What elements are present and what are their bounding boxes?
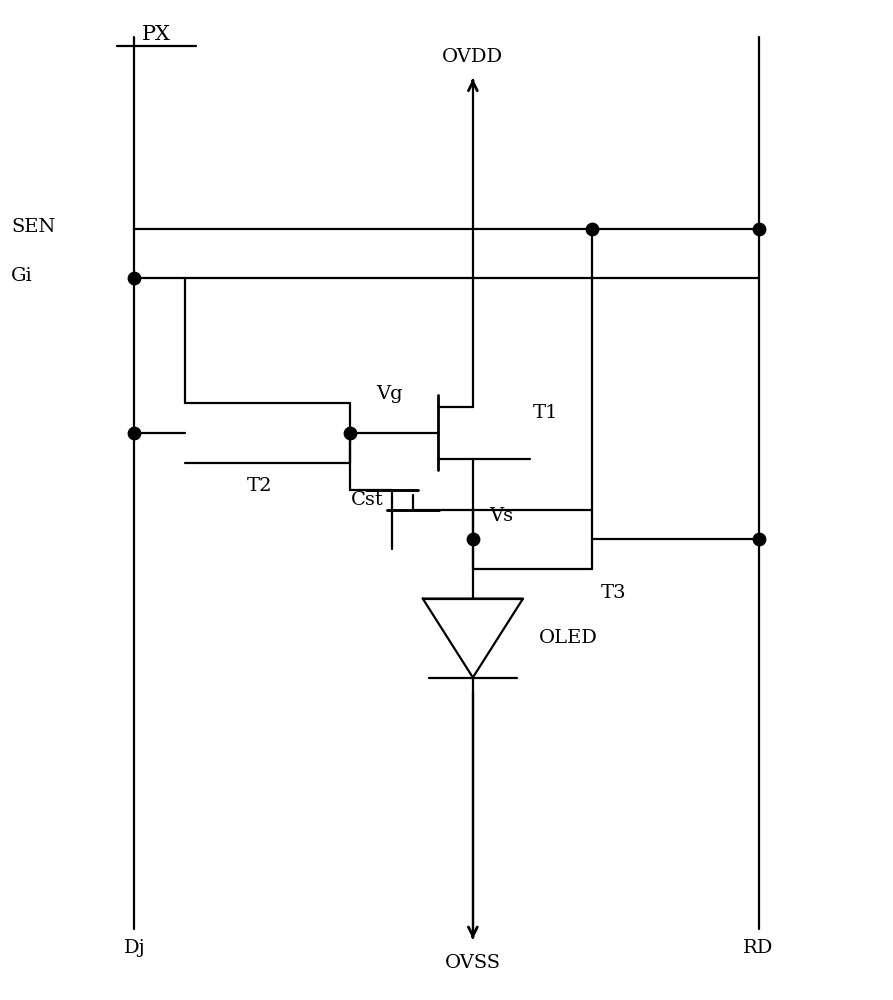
- Text: Vs: Vs: [488, 507, 513, 525]
- Point: [128, 425, 142, 441]
- Text: T2: T2: [247, 477, 272, 495]
- Text: OLED: OLED: [538, 629, 597, 647]
- Text: OVSS: OVSS: [445, 954, 501, 972]
- Text: SEN: SEN: [12, 218, 55, 236]
- Text: Cst: Cst: [350, 491, 383, 509]
- Point: [466, 531, 480, 547]
- Point: [751, 221, 765, 237]
- Point: [584, 221, 598, 237]
- Point: [343, 425, 357, 441]
- Text: Dj: Dj: [123, 939, 146, 957]
- Text: Gi: Gi: [12, 267, 33, 285]
- Point: [751, 531, 765, 547]
- Text: PX: PX: [142, 25, 171, 44]
- Point: [128, 270, 142, 286]
- Text: OVDD: OVDD: [442, 48, 504, 66]
- Text: Vg: Vg: [376, 385, 403, 403]
- Text: T1: T1: [532, 404, 558, 422]
- Text: RD: RD: [743, 939, 773, 957]
- Text: T3: T3: [600, 584, 626, 602]
